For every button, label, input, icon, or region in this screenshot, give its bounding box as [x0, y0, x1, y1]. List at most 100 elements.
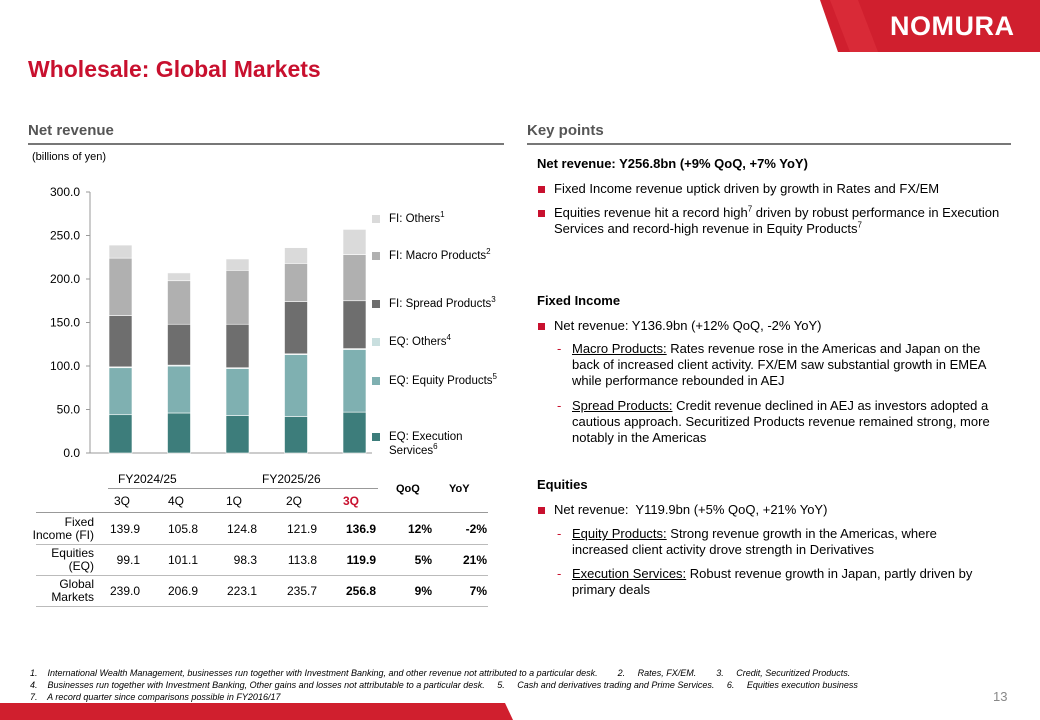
qoq-header: QoQ: [396, 483, 420, 495]
table-cell: 206.9: [167, 584, 198, 598]
legend-swatch: [372, 300, 380, 308]
row-divider: [36, 544, 488, 545]
y-tick-label: 200.0: [50, 272, 80, 286]
y-tick-label: 0.0: [63, 446, 80, 460]
footnote-line-2: 4. Businesses run together with Investme…: [30, 680, 858, 690]
table-cell: 235.7: [286, 584, 317, 598]
row-divider: [36, 606, 488, 607]
row-divider: [36, 575, 488, 576]
table-cell: 121.9: [286, 522, 317, 536]
bar-segment: [284, 301, 308, 355]
net-revenue-heading: Net revenue: [28, 122, 114, 139]
bar-segment: [108, 315, 133, 368]
fi-macro-point-2: back of increased client activity. FX/EM…: [572, 357, 987, 372]
table-header-rule: [36, 512, 488, 513]
key-point-1: Fixed Income revenue uptick driven by gr…: [554, 181, 940, 196]
page-number: 13: [993, 689, 1008, 704]
y-tick-label: 250.0: [50, 229, 80, 243]
bar-segment: [167, 412, 191, 454]
table-cell: 98.3: [233, 553, 257, 567]
units-label: (billions of yen): [32, 151, 106, 163]
legend-label: FI: Spread Products3: [389, 295, 496, 310]
year-label-fy2025: FY2025/26: [262, 472, 321, 486]
page-title: Wholesale: Global Markets: [28, 56, 321, 82]
y-tick-label: 300.0: [50, 185, 80, 199]
legend-label: FI: Macro Products2: [389, 247, 491, 262]
table-cell: 136.9: [345, 522, 376, 536]
legend-swatch: [372, 338, 380, 346]
y-tick-label: 150.0: [50, 316, 80, 330]
legend-swatch: [372, 252, 380, 260]
bar-segment: [225, 368, 250, 416]
footnote-line-1: 1. International Wealth Management, busi…: [30, 668, 851, 678]
yoy-header: YoY: [449, 483, 470, 495]
year-divider: [108, 488, 378, 489]
table-cell: 99.1: [116, 553, 140, 567]
bar-segment: [225, 270, 250, 325]
row-label: Global Markets: [51, 577, 94, 604]
bullet-icon: [538, 507, 545, 514]
bar-segment: [342, 411, 367, 454]
bar-segment: [284, 247, 308, 264]
legend-label: EQ: Execution Services6: [389, 431, 463, 457]
footnote-line-3: 7. A record quarter since comparisons po…: [30, 692, 281, 702]
revenue-table: FY2024/25 FY2025/26 3Q 4Q 1Q 2Q 3Q QoQ Y…: [0, 468, 510, 618]
bar-segment: [108, 244, 133, 259]
table-cell-qoq: 9%: [414, 584, 432, 598]
table-cell: 113.8: [287, 553, 317, 567]
footer-decor: [0, 703, 513, 720]
table-cell: 119.9: [346, 553, 376, 567]
divider-left: [28, 143, 504, 145]
eq-execution-point-2: primary deals: [572, 582, 651, 597]
bar-segment: [108, 367, 133, 416]
bullet-icon: [538, 186, 545, 193]
bar-segment: [167, 272, 191, 282]
bar-segment: [284, 416, 308, 454]
row-label: Equities (EQ): [51, 546, 94, 573]
q-header: 3Q: [114, 494, 131, 508]
bullet-icon: [538, 210, 545, 217]
bar-segment: [225, 258, 250, 271]
table-cell: 256.8: [345, 584, 376, 598]
table-cell: 139.9: [109, 522, 140, 536]
fi-macro-point-3: while performance rebounded in AEJ: [572, 373, 785, 388]
key-point-2: Equities revenue hit a record high7 driv…: [554, 204, 1000, 220]
q-header: 2Q: [286, 494, 303, 508]
row-label: Fixed Income (FI): [32, 515, 94, 542]
bar-segment: [167, 365, 191, 414]
legend-swatch: [372, 433, 380, 441]
net-revenue-summary: Net revenue: Y256.8bn (+9% QoQ, +7% YoY): [537, 156, 808, 171]
bar-segment: [342, 229, 367, 255]
legend-label: FI: Others1: [389, 210, 445, 225]
table-cell-qoq: 12%: [407, 522, 432, 536]
bar-segment: [167, 280, 191, 325]
eq-title: Equities: [537, 477, 588, 492]
bar-segment: [342, 254, 367, 302]
q-header-current: 3Q: [343, 494, 360, 508]
q-header: 4Q: [168, 494, 185, 508]
table-cell: 124.8: [226, 522, 257, 536]
eq-products-point: Equity Products: Strong revenue growth i…: [572, 526, 937, 541]
legend-swatch: [372, 215, 380, 223]
fi-spread-point-2: cautious approach. Securitized Products …: [572, 414, 990, 429]
bar-segment: [342, 300, 367, 349]
legend-label: EQ: Others4: [389, 333, 451, 348]
fi-macro-point: Macro Products: Rates revenue rose in th…: [572, 341, 981, 356]
divider-right: [527, 143, 1011, 145]
eq-execution-point: Execution Services: Robust revenue growt…: [572, 566, 973, 581]
y-tick-label: 100.0: [50, 359, 80, 373]
fi-spread-point-3: notably in the Americas: [572, 430, 707, 445]
bar-segment: [167, 323, 191, 366]
key-points-heading: Key points: [527, 122, 604, 139]
table-cell: 223.1: [226, 584, 257, 598]
fi-title: Fixed Income: [537, 293, 621, 308]
fi-spread-point: Spread Products: Credit revenue declined…: [572, 398, 989, 413]
table-cell: 101.1: [167, 553, 198, 567]
table-cell-yoy: 21%: [462, 553, 487, 567]
bar-segment: [108, 257, 133, 316]
nomura-logo: NOMURA: [890, 11, 1015, 41]
bar-segment: [225, 415, 250, 454]
legend-label: EQ: Equity Products5: [389, 372, 497, 387]
bar-segment: [342, 349, 367, 413]
table-cell-yoy: -2%: [465, 522, 487, 536]
